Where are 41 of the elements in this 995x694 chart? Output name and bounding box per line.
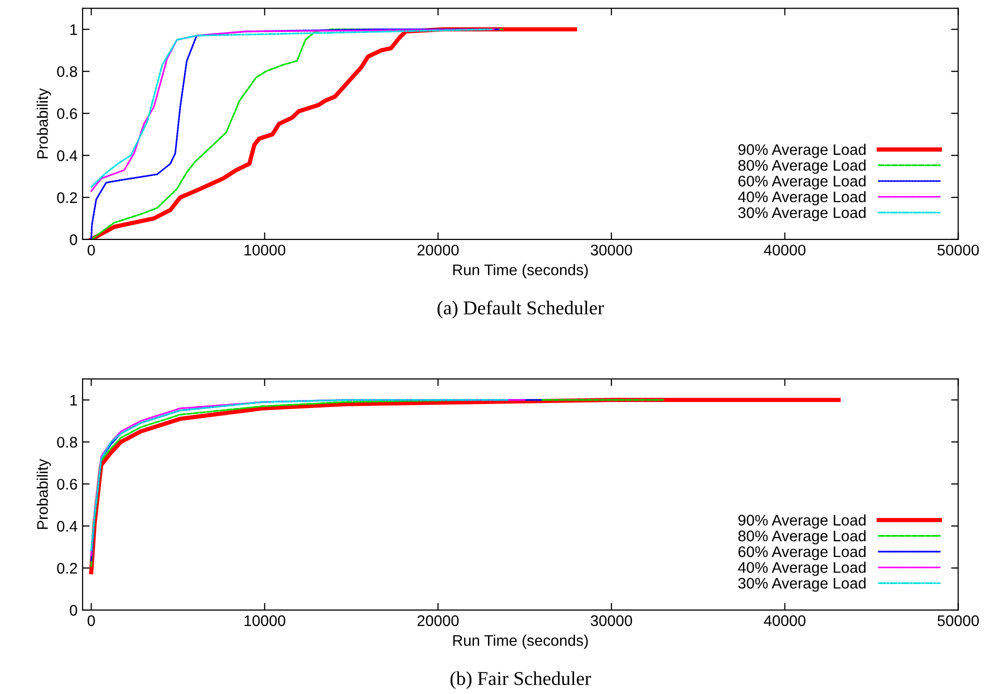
x-tick-label: 20000 bbox=[418, 615, 459, 626]
x-axis-title: Run Time (seconds) bbox=[453, 634, 588, 649]
y-tick-label: 0.2 bbox=[57, 192, 77, 204]
x-tick-label: 0 bbox=[88, 615, 95, 626]
legend-label: 60% Average Load bbox=[738, 546, 866, 560]
x-tick-label: 10000 bbox=[244, 244, 286, 256]
y-tick-label: 0.8 bbox=[57, 66, 78, 78]
text: (b) Fair Scheduler bbox=[450, 671, 591, 690]
y-tick-label: 0.4 bbox=[57, 150, 78, 162]
legend-label: 30% Average Load bbox=[738, 577, 866, 592]
y-tick-label: 0.8 bbox=[57, 436, 78, 448]
legend-label: 90% Average Load bbox=[738, 514, 866, 529]
x-tick-label: 40000 bbox=[764, 615, 806, 626]
legend-label: 30% Average Load bbox=[738, 206, 866, 222]
y-tick-label: 0.4 bbox=[57, 520, 78, 532]
legend-label: 80% Average Load bbox=[738, 530, 866, 544]
line-series bbox=[90, 399, 664, 567]
x-tick-label: 10000 bbox=[244, 615, 286, 626]
y-tick-label: 0 bbox=[70, 604, 78, 616]
x-tick-label: 40000 bbox=[764, 244, 806, 256]
text: (a) Default Scheduler bbox=[438, 300, 604, 318]
x-tick-label: 30000 bbox=[590, 615, 632, 626]
y-tick-label: 0.6 bbox=[57, 108, 78, 120]
x-tick-label: 0 bbox=[88, 244, 95, 256]
legend-label: 80% Average Load bbox=[738, 160, 866, 174]
y-tick-label: 1 bbox=[70, 394, 77, 406]
y-axis-title: Probability bbox=[36, 458, 51, 529]
y-axis-title: Probability bbox=[36, 88, 51, 158]
y-tick-label: 1 bbox=[70, 24, 77, 35]
legend-label: 40% Average Load bbox=[738, 562, 866, 576]
x-tick-label: 50000 bbox=[938, 615, 979, 626]
x-tick-label: 20000 bbox=[418, 244, 459, 256]
x-tick-label: 30000 bbox=[590, 244, 632, 256]
y-tick-label: 0 bbox=[70, 234, 78, 246]
y-tick-label: 0.2 bbox=[57, 562, 77, 574]
x-axis-title: Run Time (seconds) bbox=[453, 264, 588, 278]
legend-label: 90% Average Load bbox=[738, 144, 866, 158]
legend-label: 40% Average Load bbox=[738, 191, 866, 206]
legend-label: 60% Average Load bbox=[738, 175, 866, 190]
y-tick-label: 0.6 bbox=[57, 478, 78, 490]
x-tick-label: 50000 bbox=[938, 244, 979, 256]
